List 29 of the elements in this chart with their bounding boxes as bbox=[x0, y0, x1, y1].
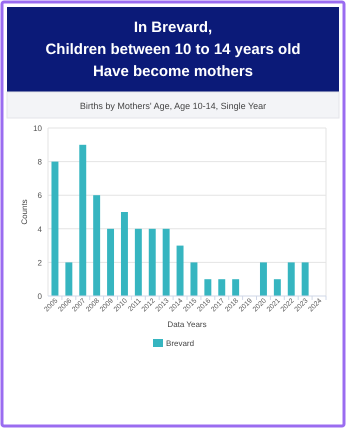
bar bbox=[134, 228, 142, 296]
bar bbox=[274, 279, 281, 296]
bar bbox=[51, 162, 58, 296]
chart-title: In Brevard, Children between 10 to 14 years old Have become mothers bbox=[45, 19, 301, 80]
bar bbox=[162, 228, 170, 296]
y-tick-label: 2 bbox=[38, 258, 43, 268]
bar bbox=[204, 279, 212, 296]
y-tick-label: 4 bbox=[38, 224, 43, 234]
bar bbox=[302, 262, 309, 296]
bar bbox=[93, 195, 100, 296]
bar bbox=[176, 246, 184, 296]
bar bbox=[218, 279, 226, 296]
y-tick-label: 6 bbox=[38, 191, 43, 200]
bar bbox=[65, 262, 72, 296]
bar bbox=[232, 279, 240, 296]
y-tick-label: 8 bbox=[38, 158, 43, 167]
bar bbox=[107, 228, 114, 296]
bar bbox=[120, 212, 128, 296]
y-axis-title: Counts bbox=[20, 199, 29, 225]
y-tick-label: 10 bbox=[33, 124, 43, 133]
bar bbox=[79, 144, 86, 296]
bar bbox=[288, 262, 295, 296]
bar bbox=[260, 262, 267, 296]
x-axis-title: Data Years bbox=[167, 320, 207, 329]
chart-subtitle: Births by Mothers' Age, Age 10-14, Single Year bbox=[80, 101, 266, 111]
bar bbox=[148, 228, 156, 296]
bar bbox=[190, 262, 198, 296]
y-tick-label: 0 bbox=[38, 292, 43, 301]
legend-label: Brevard bbox=[166, 339, 194, 348]
